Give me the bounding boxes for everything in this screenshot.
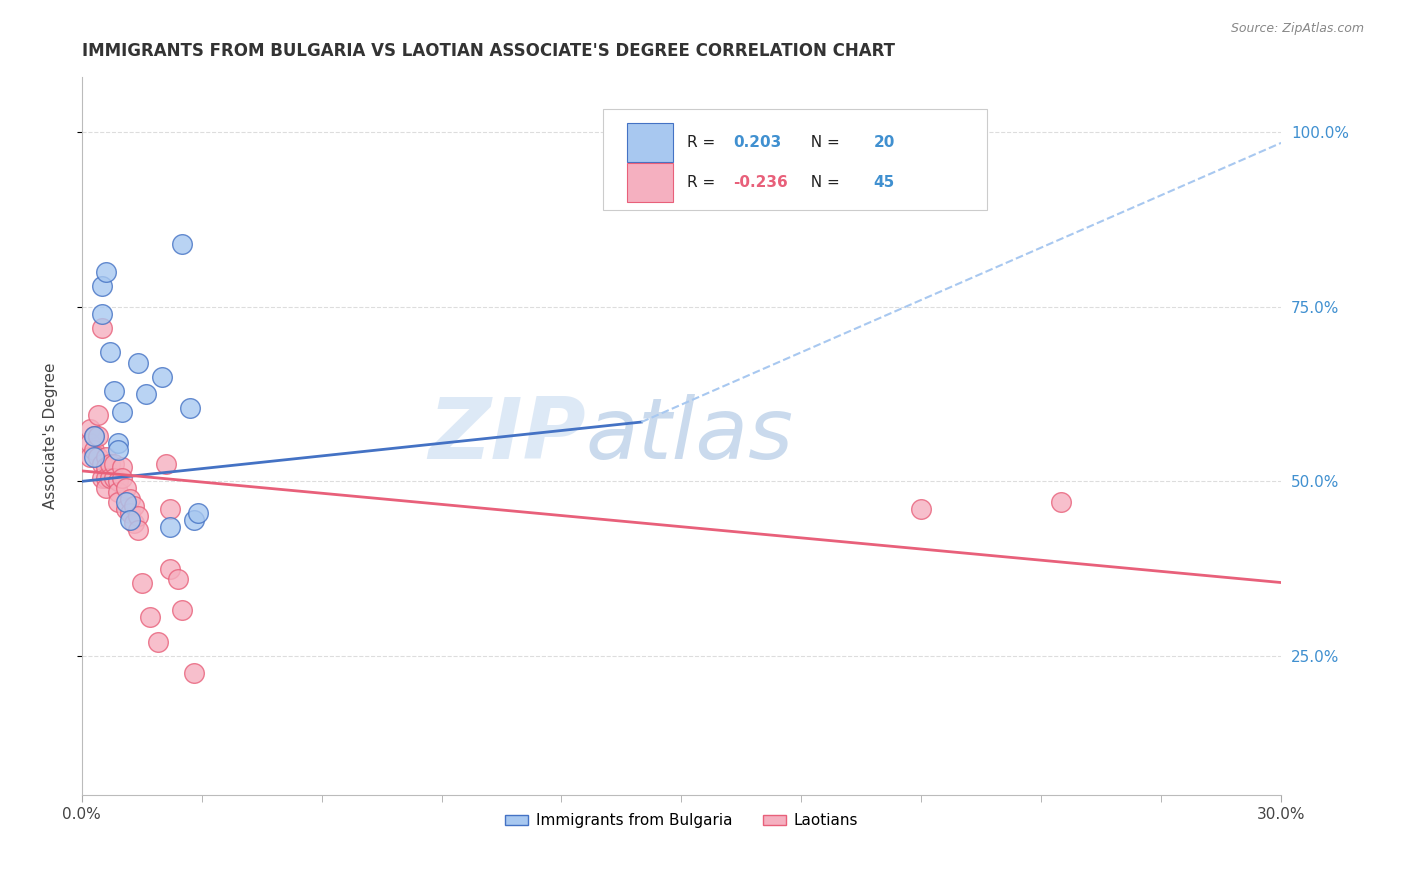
Point [138,610,160,624]
Point [127,509,149,524]
Point [114,502,136,516]
Point [159,519,181,533]
Text: 20: 20 [873,135,894,150]
Point [159,502,181,516]
Text: R =: R = [688,135,720,150]
Point [87,429,110,443]
Text: 45: 45 [873,175,894,190]
Text: 0.203: 0.203 [733,135,782,150]
Text: N =: N = [801,135,845,150]
Point [135,387,157,401]
Bar [627,163,673,202]
Point [94,265,117,279]
Text: ZIP: ZIP [427,394,585,477]
Point [79,422,101,436]
Point [127,523,149,537]
Point [103,384,125,398]
Point [83,450,105,464]
Point [146,635,169,649]
Point [159,561,181,575]
Point [98,471,121,485]
Point [111,471,134,485]
Point [910,502,932,516]
Point [107,475,129,489]
Point [150,369,173,384]
Point [166,572,188,586]
Point [79,450,101,464]
Point [183,666,205,681]
Point [155,457,177,471]
Point [114,495,136,509]
Point [111,460,134,475]
Point [122,516,145,531]
Point [103,471,125,485]
Text: N =: N = [801,175,845,190]
Point [111,404,134,418]
Point [187,506,209,520]
Point [107,436,129,450]
Point [87,408,110,422]
Point [107,484,129,499]
Y-axis label: Associate's Degree: Associate's Degree [44,363,58,509]
Point [114,481,136,495]
Point [127,356,149,370]
Text: atlas: atlas [585,394,793,477]
Point [79,436,101,450]
Text: Source: ZipAtlas.com: Source: ZipAtlas.com [1230,22,1364,36]
FancyBboxPatch shape [603,109,987,210]
Point [103,457,125,471]
Point [94,471,117,485]
Point [170,603,193,617]
Point [131,575,153,590]
Point [94,481,117,495]
Point [90,307,112,321]
Point [90,457,112,471]
Text: R =: R = [688,175,720,190]
Point [90,471,112,485]
Legend: Immigrants from Bulgaria, Laotians: Immigrants from Bulgaria, Laotians [499,807,863,835]
Point [90,321,112,335]
Point [83,429,105,443]
Point [90,279,112,293]
Text: IMMIGRANTS FROM BULGARIA VS LAOTIAN ASSOCIATE'S DEGREE CORRELATION CHART: IMMIGRANTS FROM BULGARIA VS LAOTIAN ASSO… [82,42,894,60]
Point [107,442,129,457]
Point [83,429,105,443]
Point [107,495,129,509]
Point [1050,495,1073,509]
Point [94,450,117,464]
Point [183,513,205,527]
Bar [627,123,673,162]
Point [98,457,121,471]
Point [94,460,117,475]
Point [122,499,145,513]
Point [98,345,121,359]
Point [170,237,193,252]
Text: -0.236: -0.236 [733,175,787,190]
Point [118,513,141,527]
Point [118,506,141,520]
Point [179,401,201,415]
Point [118,491,141,506]
Point [83,442,105,457]
Point [87,450,110,464]
